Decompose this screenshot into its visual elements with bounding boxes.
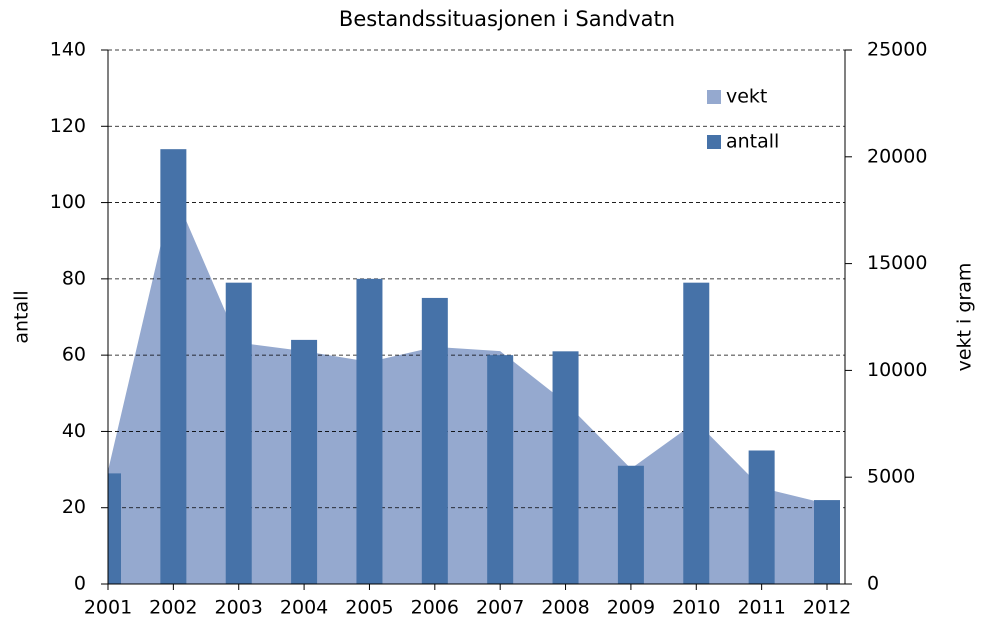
y-tick-label: 80 xyxy=(62,267,86,289)
x-tick-label: 2004 xyxy=(280,597,328,619)
x-tick-label: 2007 xyxy=(476,597,524,619)
bar xyxy=(814,500,840,584)
y-tick-label: 140 xyxy=(50,39,86,61)
y2-axis-label: vekt i gram xyxy=(954,263,976,372)
x-tick-label: 2012 xyxy=(803,597,851,619)
y2-tick-label: 15000 xyxy=(867,252,927,274)
y2-tick-label: 5000 xyxy=(867,466,915,488)
y-tick-label: 40 xyxy=(62,420,86,442)
x-tick-label: 2003 xyxy=(215,597,263,619)
y-tick-label: 20 xyxy=(62,496,86,518)
x-tick-label: 2011 xyxy=(737,597,785,619)
legend-swatch xyxy=(707,135,721,149)
bar xyxy=(617,465,644,584)
bar xyxy=(108,473,121,584)
y2-tick-label: 10000 xyxy=(867,359,927,381)
bar xyxy=(225,282,252,584)
x-tick-label: 2008 xyxy=(541,597,589,619)
x-tick-label: 2010 xyxy=(672,597,720,619)
area xyxy=(108,190,827,584)
legend-swatch xyxy=(707,90,721,104)
x-tick-label: 2009 xyxy=(607,597,655,619)
bar xyxy=(291,339,318,584)
y-tick-label: 0 xyxy=(74,573,86,595)
y-tick-label: 100 xyxy=(50,191,86,213)
bar xyxy=(356,278,383,584)
x-tick-label: 2006 xyxy=(411,597,459,619)
y-tick-label: 120 xyxy=(50,115,86,137)
bar xyxy=(748,450,775,584)
y-axis-label: antall xyxy=(11,290,33,343)
bar xyxy=(421,297,448,584)
legend-label: antall xyxy=(726,131,779,153)
y2-tick-label: 0 xyxy=(867,573,879,595)
legend-label: vekt xyxy=(726,86,767,108)
bar xyxy=(487,355,514,584)
y2-tick-label: 25000 xyxy=(867,39,927,61)
x-tick-label: 2005 xyxy=(345,597,393,619)
bar xyxy=(160,149,187,584)
y2-tick-label: 20000 xyxy=(867,145,927,167)
x-tick-label: 2001 xyxy=(84,597,132,619)
bar xyxy=(552,351,579,584)
x-tick-label: 2002 xyxy=(149,597,197,619)
bar xyxy=(683,282,710,584)
chart-title: Bestandssituasjonen i Sandvatn xyxy=(339,7,675,31)
y-tick-label: 60 xyxy=(62,344,86,366)
